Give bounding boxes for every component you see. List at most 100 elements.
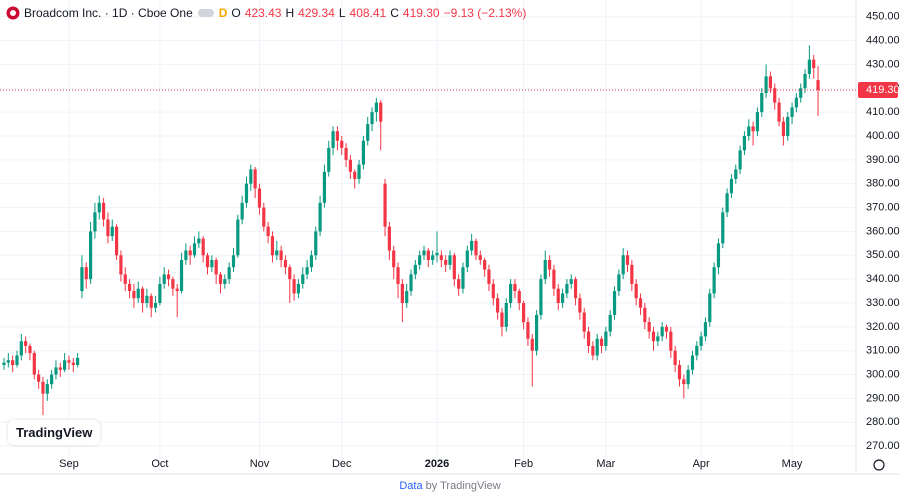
y-tick-label: 450.00 xyxy=(866,11,900,23)
candle-body xyxy=(101,202,106,220)
candle-body xyxy=(790,107,794,117)
candle-body xyxy=(153,302,158,308)
candle-body xyxy=(76,357,80,366)
candle-body xyxy=(444,260,448,265)
candle-body xyxy=(309,255,314,268)
candle-body xyxy=(119,255,123,275)
candle-body xyxy=(348,159,352,172)
candle-body xyxy=(279,250,283,261)
candle-body xyxy=(690,355,695,370)
candle-body xyxy=(249,169,253,184)
candle-body xyxy=(418,255,422,265)
footer-link[interactable]: Data xyxy=(399,480,423,492)
candle-body xyxy=(500,312,504,327)
candle-body xyxy=(127,283,132,292)
candle-body xyxy=(253,169,257,189)
candle-body xyxy=(478,255,482,261)
candle-body xyxy=(236,219,240,256)
candle-body xyxy=(742,135,747,151)
candle-body xyxy=(777,102,781,122)
candle-body xyxy=(422,250,426,256)
candle-body xyxy=(218,274,223,284)
y-tick-label: 400.00 xyxy=(866,130,900,142)
ohlc-label: C xyxy=(390,6,399,20)
candle-body xyxy=(283,260,288,268)
candle-body xyxy=(799,88,803,98)
candle-body xyxy=(210,260,214,268)
candle-body xyxy=(54,367,58,375)
candle-body xyxy=(71,362,75,366)
candle-body xyxy=(547,260,552,270)
candle-body xyxy=(140,288,145,303)
candle-body xyxy=(513,283,517,292)
candle-body xyxy=(296,283,301,294)
candle-body xyxy=(123,274,127,284)
candle-body xyxy=(725,193,729,213)
candle-body xyxy=(19,341,23,356)
candle-body xyxy=(28,345,32,354)
candle-body xyxy=(80,267,84,292)
symbol-title: Broadcom Inc. · 1D · Cboe One xyxy=(24,6,193,20)
x-tick-label: Nov xyxy=(250,458,270,470)
tradingview-logo[interactable]: TradingView xyxy=(8,420,101,445)
candle-body xyxy=(560,293,565,303)
candle-body xyxy=(643,307,647,323)
toggle[interactable] xyxy=(197,7,215,19)
candle-body xyxy=(483,260,487,270)
candle-body xyxy=(387,226,391,251)
candle-body xyxy=(331,131,335,148)
candle-body xyxy=(396,267,400,284)
candle-body xyxy=(509,283,513,303)
candle-body xyxy=(50,374,54,385)
candle-body xyxy=(586,331,591,346)
candle-body xyxy=(664,326,669,332)
candle-body xyxy=(552,269,556,289)
candle-body xyxy=(660,326,664,337)
candle-body xyxy=(729,178,734,194)
candle-body xyxy=(773,88,777,103)
candle-body xyxy=(322,171,327,203)
chart: 270.00 280.00 290.00 300.00 310.00 320.00 330.… xyxy=(0,0,900,475)
ohlc-value: 408.41 xyxy=(349,6,387,20)
candle-body xyxy=(504,302,508,327)
candle-body xyxy=(699,336,703,346)
candle-body xyxy=(431,255,435,261)
candle-body xyxy=(188,250,192,256)
candle-body xyxy=(803,73,807,89)
candle-body xyxy=(106,219,110,237)
candle-body xyxy=(383,183,387,227)
candle-body xyxy=(197,238,201,244)
candle-body xyxy=(366,124,370,141)
y-tick-label: 340.00 xyxy=(866,273,900,285)
candle-body xyxy=(452,255,456,280)
x-tick-label: Mar xyxy=(596,458,615,470)
settings-icon[interactable] xyxy=(873,459,885,471)
candle-body xyxy=(747,126,751,136)
candle-body xyxy=(816,80,820,90)
candle-body xyxy=(149,295,153,308)
candle-body xyxy=(166,274,171,280)
candle-body xyxy=(136,288,140,299)
candle-body xyxy=(617,274,621,292)
candle-body xyxy=(227,267,231,280)
candle-body xyxy=(93,212,97,232)
candle-body xyxy=(794,97,798,108)
y-tick-label: 270.00 xyxy=(866,440,900,452)
candle-body xyxy=(599,338,604,346)
ohlc-label: O xyxy=(231,6,241,20)
candle-body xyxy=(357,164,361,179)
candle-body xyxy=(556,288,560,303)
candle-body xyxy=(45,384,49,394)
candle-body xyxy=(145,295,149,303)
candle-body xyxy=(89,231,93,280)
candle-body xyxy=(114,226,119,256)
candle-body xyxy=(361,140,365,165)
y-tick-label: 320.00 xyxy=(866,321,900,333)
candle-body xyxy=(314,231,318,256)
candle-body xyxy=(301,274,305,284)
candle-body xyxy=(651,331,656,342)
y-tick-label: 310.00 xyxy=(866,345,900,357)
y-tick-label: 360.00 xyxy=(866,225,900,237)
candle-body xyxy=(807,59,811,74)
candle-body xyxy=(647,322,651,332)
